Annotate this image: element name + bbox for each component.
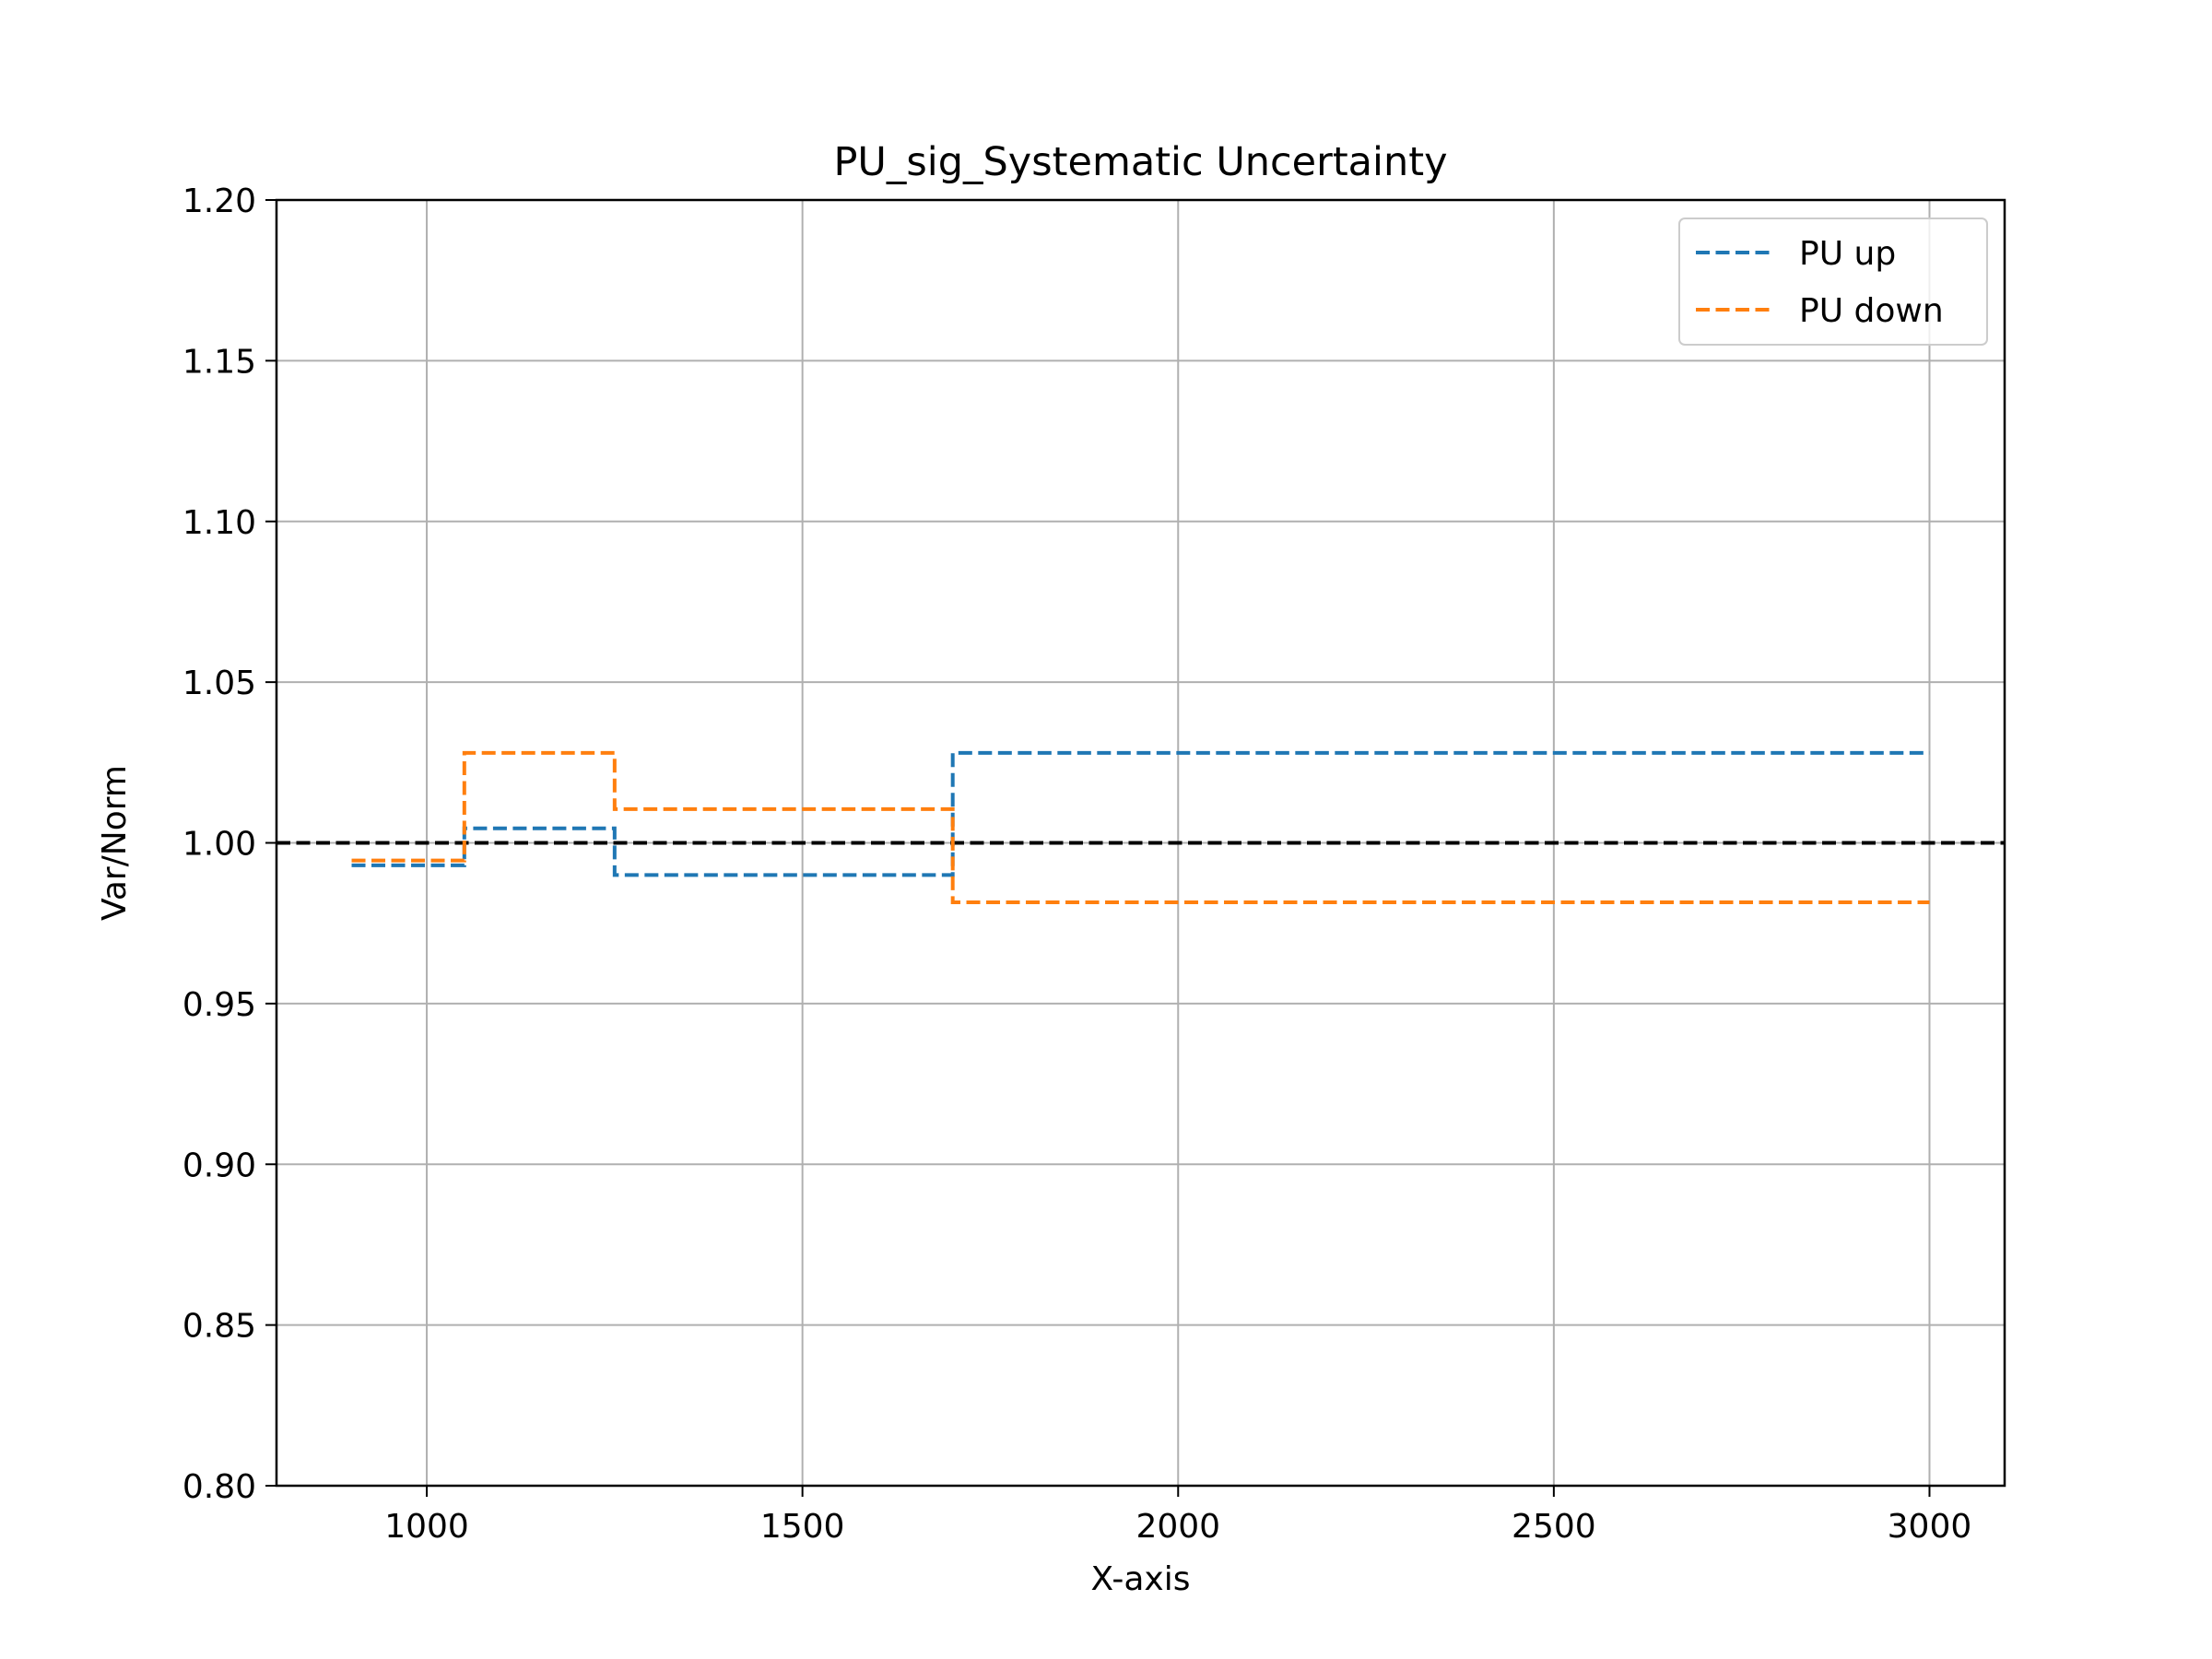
legend: PU up PU down [1678, 218, 1988, 346]
y-tick-label: 0.85 [182, 1308, 256, 1346]
y-tick-label: 1.05 [182, 665, 256, 702]
y-tick-label: 1.00 [182, 826, 256, 864]
x-tick-label: 1000 [384, 1508, 469, 1546]
y-tick-label: 0.80 [182, 1468, 256, 1506]
x-axis-title: X-axis [1091, 1560, 1191, 1598]
x-tick-label: 1500 [760, 1508, 845, 1546]
x-tick-label: 2000 [1135, 1508, 1220, 1546]
series-line-pu-up [351, 750, 1930, 877]
legend-box [1678, 218, 1988, 346]
ticks: 1000 1500 2000 2500 3000 0.80 0.85 0.90 0.95 1.00… [182, 182, 1971, 1546]
chart-title: PU_sig_Systematic Uncertainty [833, 139, 1447, 185]
x-tick-label: 2500 [1512, 1508, 1596, 1546]
legend-label: PU down [1799, 292, 1944, 330]
y-axis-title: Var/Norm [96, 765, 134, 921]
y-tick-label: 1.10 [182, 504, 256, 542]
series-line-pu-down [351, 750, 1930, 905]
y-tick-label: 1.20 [182, 182, 256, 220]
x-tick-label: 3000 [1888, 1508, 1972, 1546]
y-tick-label: 1.15 [182, 343, 256, 381]
legend-label: PU up [1799, 235, 1896, 273]
series-group [351, 750, 1930, 905]
y-tick-label: 0.95 [182, 986, 256, 1024]
y-tick-label: 0.90 [182, 1147, 256, 1184]
